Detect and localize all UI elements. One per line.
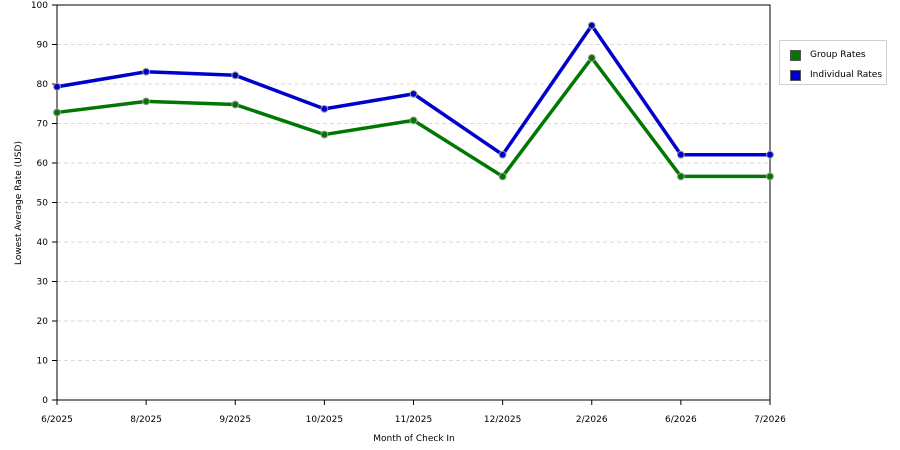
- y-tick-label: 0: [42, 396, 48, 406]
- data-point: [587, 21, 596, 30]
- data-point: [53, 108, 61, 117]
- x-tick-label: 6/2025: [41, 415, 73, 425]
- y-tick-label: 40: [37, 238, 49, 248]
- x-axis-title: Month of Check In: [373, 434, 455, 444]
- data-point: [320, 130, 329, 139]
- y-axis-ticks: 0 10 20 30 40 50 60 70 80 90 100: [31, 1, 57, 406]
- data-point: [766, 150, 774, 159]
- x-tick-label: 7/2026: [754, 415, 786, 425]
- legend-swatch-individual: [790, 69, 801, 81]
- series-layer: [53, 21, 774, 181]
- data-point: [320, 104, 329, 113]
- x-tick-label: 8/2025: [130, 415, 162, 425]
- legend-label-group: Group Rates: [810, 50, 866, 60]
- data-point: [231, 71, 240, 80]
- y-axis-title: Lowest Average Rate (USD): [14, 141, 24, 265]
- y-tick-label: 80: [37, 80, 49, 90]
- data-point: [676, 172, 685, 181]
- data-point: [676, 150, 685, 159]
- legend-swatch-group: [790, 49, 801, 61]
- data-point: [409, 89, 418, 98]
- x-tick-label: 12/2025: [484, 415, 521, 425]
- data-point: [498, 172, 507, 181]
- y-tick-label: 100: [31, 1, 48, 11]
- x-tick-label: 9/2025: [219, 415, 251, 425]
- y-tick-label: 70: [37, 120, 49, 130]
- x-tick-label: 10/2025: [306, 415, 343, 425]
- data-point: [409, 116, 418, 125]
- legend-item-individual-rates: Individual Rates: [790, 68, 882, 82]
- data-point: [587, 54, 596, 62]
- legend: Group Rates Individual Rates: [779, 40, 887, 85]
- data-point: [142, 97, 151, 106]
- x-axis-ticks: 6/2025 8/2025 9/2025 10/2025 11/2025 12/2025 2…: [41, 400, 786, 425]
- x-tick-label: 6/2026: [665, 415, 697, 425]
- y-tick-label: 20: [37, 317, 49, 327]
- y-tick-label: 90: [37, 41, 49, 51]
- x-tick-label: 2/2026: [576, 415, 608, 425]
- y-tick-label: 50: [37, 199, 49, 209]
- x-tick-label: 11/2025: [395, 415, 432, 425]
- data-point: [231, 100, 240, 109]
- legend-label-individual: Individual Rates: [810, 70, 883, 80]
- data-point: [142, 67, 151, 76]
- y-tick-label: 10: [37, 357, 49, 367]
- data-point: [498, 150, 507, 159]
- data-point: [766, 172, 774, 181]
- y-tick-label: 30: [37, 278, 49, 288]
- y-tick-label: 60: [37, 159, 49, 169]
- legend-item-group-rates: Group Rates: [790, 48, 866, 62]
- data-point: [53, 82, 61, 91]
